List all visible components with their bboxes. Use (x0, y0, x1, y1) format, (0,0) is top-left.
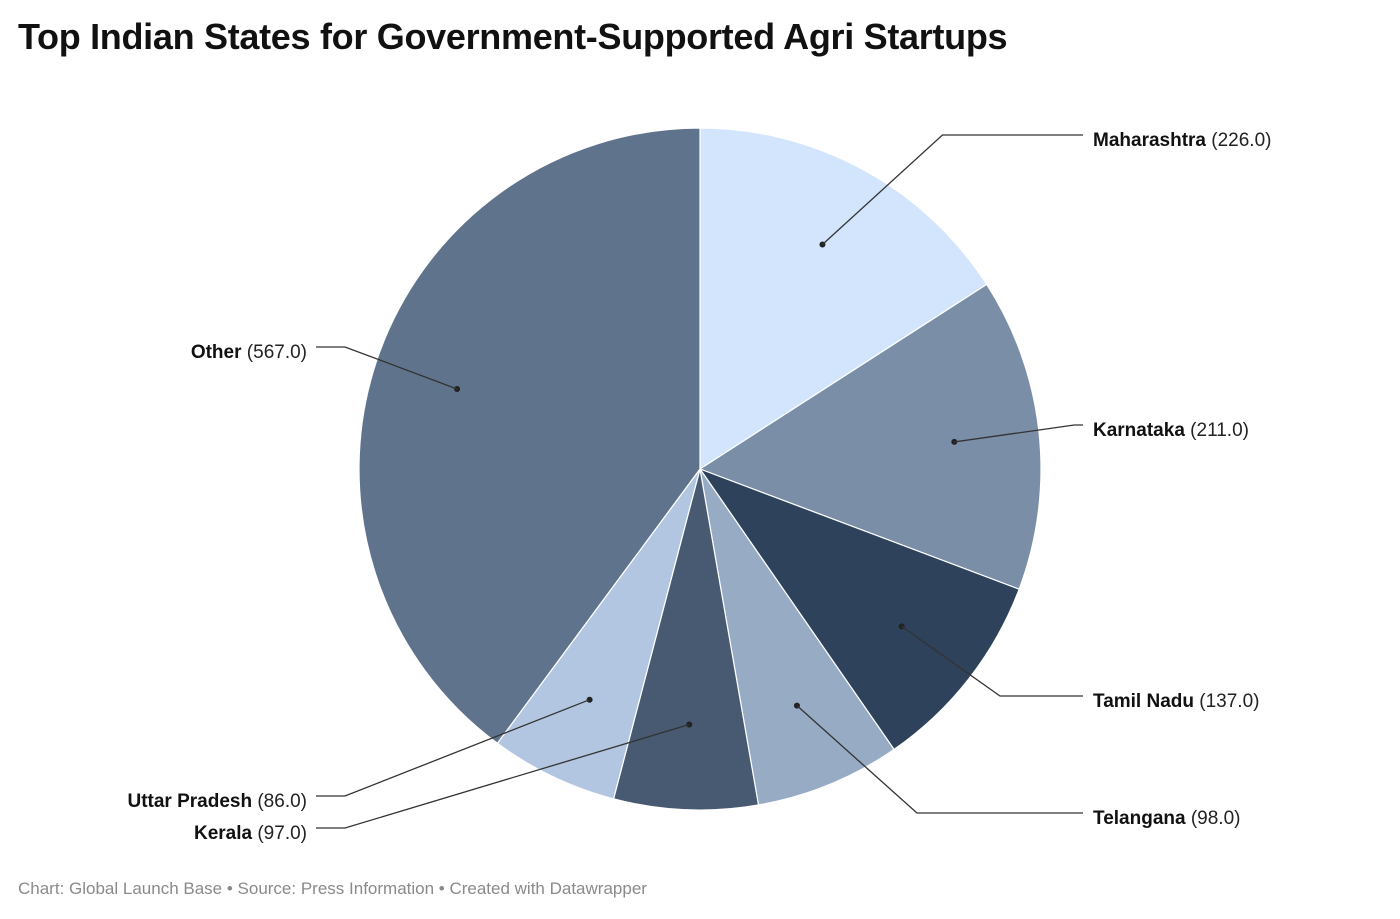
pie-slice-karnataka (698, 283, 1042, 590)
pie-slice-telangana (699, 468, 895, 806)
leader-line-maharashtra (822, 134, 1083, 245)
slice-label-other: Other (567.0) (191, 342, 307, 363)
slice-label-maharashtra: Maharashtra (226.0) (1093, 130, 1271, 151)
slice-label-uttar-pradesh: Uttar Pradesh (86.0) (127, 791, 307, 812)
leader-line-tamil-nadu (901, 625, 1083, 697)
slice-label-karnataka: Karnataka (211.0) (1093, 420, 1249, 441)
leader-lines-layer (316, 134, 1083, 829)
leader-line-telangana (796, 705, 1083, 814)
leader-line-karnataka (954, 424, 1083, 443)
leader-line-uttar-pradesh (316, 699, 590, 797)
slice-label-tamil-nadu: Tamil Nadu (137.0) (1093, 691, 1259, 712)
slices-layer (358, 127, 1042, 811)
labels-layer: Maharashtra (226.0) Karnataka (211.0) Tami… (127, 130, 1271, 844)
pie-slice-tamil-nadu (698, 467, 1020, 751)
slice-label-telangana: Telangana (98.0) (1093, 808, 1240, 829)
leader-line-kerala (316, 723, 690, 829)
leader-line-other (316, 346, 458, 390)
pie-slice-maharashtra (699, 127, 988, 471)
chart-footer-credit: Chart: Global Launch Base • Source: Pres… (18, 879, 647, 898)
chart-title: Top Indian States for Government-Support… (18, 16, 1008, 57)
pie-slice-kerala (612, 468, 760, 811)
slice-label-kerala: Kerala (97.0) (194, 823, 307, 844)
pie-slice-other (358, 127, 701, 745)
